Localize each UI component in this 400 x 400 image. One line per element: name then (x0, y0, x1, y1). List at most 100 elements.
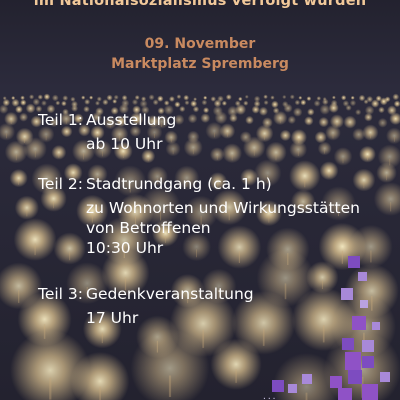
mosaic-square (380, 372, 390, 382)
candle-light (62, 95, 69, 101)
candle-light (329, 114, 345, 129)
candle-light (318, 116, 329, 128)
candle-light (90, 125, 105, 140)
candle-light (130, 112, 144, 126)
candle-light (25, 103, 36, 114)
candle-light (243, 100, 249, 106)
candle-light (11, 98, 20, 107)
candle-light (71, 104, 79, 112)
candle-light (134, 95, 140, 100)
program-part-3-label: Teil 3: (38, 285, 83, 303)
candle-light (91, 112, 102, 123)
candle-light (389, 112, 400, 125)
candle-light (78, 124, 91, 137)
candle-light (73, 113, 84, 124)
candle-light (176, 94, 182, 100)
candle-light (316, 96, 322, 101)
program-part-3-title: Gedenkveranstaltung (86, 285, 254, 303)
candle-light (32, 98, 40, 106)
candle-light (289, 94, 295, 100)
candle-light (273, 110, 288, 126)
candle-light (193, 97, 198, 102)
candle-light (373, 182, 400, 216)
mosaic-square (341, 288, 353, 300)
candle-light (130, 328, 210, 400)
candle-light (113, 141, 133, 161)
candle-light (321, 186, 356, 221)
candle-light (208, 172, 228, 191)
candle-light (290, 129, 307, 146)
candle-light (392, 93, 400, 101)
candle-light (148, 94, 155, 101)
candle-light (282, 94, 287, 100)
program-part-2-time: 10:30 Uhr (86, 239, 164, 257)
mosaic-square (288, 384, 297, 393)
candle-light (4, 111, 19, 126)
footer-text-partial: ... (262, 392, 277, 400)
mosaic-square (272, 380, 284, 392)
candle-light (2, 98, 11, 107)
candle-light (141, 149, 156, 164)
candle-light (265, 141, 287, 164)
candle-light (118, 103, 129, 114)
headline-line: im Nationalsozialismus verfolgt wurden (33, 0, 367, 9)
candle-light (152, 99, 159, 106)
candle-light (317, 141, 332, 156)
candle-light (110, 106, 119, 115)
mosaic-square (362, 356, 374, 368)
candle-light (255, 200, 282, 227)
candle-light (132, 105, 141, 114)
candle-light (283, 103, 293, 113)
candle-light (81, 95, 86, 100)
candle-light (179, 105, 186, 113)
candle-light (345, 104, 352, 111)
candle-light (289, 140, 308, 159)
candle-light (298, 95, 303, 100)
mosaic-square (358, 272, 367, 281)
mosaic-square (345, 352, 361, 370)
candle-light (19, 112, 29, 122)
candle-light (290, 189, 316, 214)
candle-light (0, 123, 16, 141)
candle-light (55, 100, 61, 106)
candle-light (214, 111, 228, 125)
mosaic-square (342, 338, 354, 350)
candle-light (0, 104, 9, 114)
candle-light (386, 127, 400, 145)
candle-light (253, 95, 261, 103)
candle-light (141, 105, 150, 115)
candle-light (251, 105, 260, 114)
candle-light (279, 129, 292, 142)
candle-light (379, 97, 388, 106)
candle-light (306, 96, 312, 101)
mosaic-square (338, 388, 352, 400)
event-location: Marktplatz Spremberg (111, 56, 289, 72)
candle-light (244, 94, 249, 99)
candle-light (221, 100, 227, 106)
candle-light (163, 100, 170, 106)
candle-light (30, 115, 43, 128)
candle-light (243, 136, 266, 159)
candle-light (222, 143, 243, 164)
candle-light (82, 309, 122, 349)
candle-light (37, 126, 55, 143)
candle-light (192, 106, 200, 113)
candle-light (341, 95, 347, 101)
candle-light (359, 145, 376, 163)
candle-light (89, 95, 94, 100)
candle-light (70, 351, 130, 400)
program-part-2-label: Teil 2: (38, 175, 83, 193)
candle-light (20, 99, 27, 106)
candle-light (9, 169, 28, 188)
candle-light (182, 232, 212, 262)
candle-light (313, 100, 321, 107)
candle-light (20, 95, 25, 101)
candle-light (235, 104, 247, 115)
candle-light (350, 95, 355, 100)
candle-light (203, 107, 210, 114)
candle-light (151, 219, 180, 247)
candle-light (66, 262, 109, 305)
candle-light (255, 124, 274, 143)
candle-light (93, 140, 112, 160)
